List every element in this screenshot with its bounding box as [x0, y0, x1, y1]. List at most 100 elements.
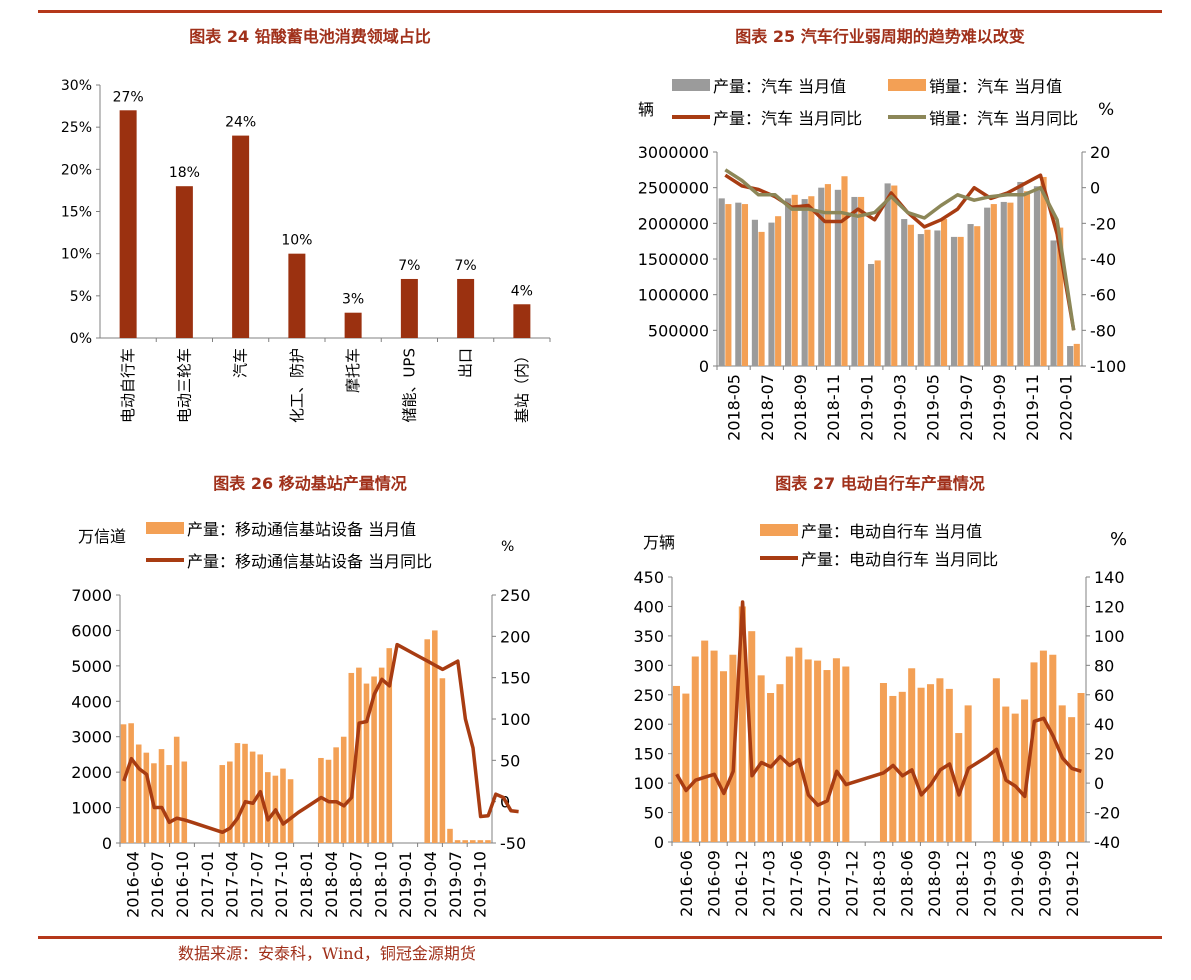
bar	[757, 675, 765, 842]
x-tick-label: 化工、防护	[288, 348, 306, 423]
y-tick-label: 10%	[61, 247, 92, 263]
bar	[340, 736, 347, 843]
x-tick-label: 2019-03	[980, 850, 999, 917]
x-tick-label: 2018-06	[898, 850, 917, 917]
x-tick-label: 2018-04	[322, 851, 341, 918]
top-rule	[38, 10, 1162, 13]
bar	[824, 184, 831, 366]
bar	[232, 135, 250, 338]
bar	[1000, 201, 1007, 366]
x-tick-label: 2019-07	[446, 851, 465, 918]
bar	[477, 840, 484, 843]
bar	[917, 687, 925, 842]
series-line	[675, 600, 1082, 807]
data-source-note: 数据来源：安泰科，Wind，铜冠金源期货	[178, 944, 476, 963]
bar	[823, 670, 831, 842]
bar	[227, 761, 233, 843]
y-tick-label: 30%	[61, 78, 92, 94]
bar	[808, 196, 815, 366]
bar	[917, 234, 924, 366]
left-tick-label: 400	[633, 597, 664, 616]
x-tick-label: 2018-07	[347, 851, 366, 918]
bar	[386, 648, 393, 843]
bar	[735, 202, 742, 366]
right-tick-label: 100	[1094, 627, 1125, 646]
bar	[974, 226, 981, 366]
left-tick-label: 0	[654, 833, 664, 852]
bar	[378, 667, 385, 843]
legend-swatch	[146, 522, 184, 534]
right-tick-label: -80	[1090, 321, 1116, 340]
bar	[1050, 240, 1057, 366]
data-label: 7%	[455, 258, 477, 274]
right-tick-label: -60	[1090, 286, 1116, 305]
bar	[1017, 181, 1024, 366]
bar	[834, 189, 841, 366]
bar	[1068, 717, 1076, 842]
bar	[1021, 699, 1029, 842]
x-tick-label: 2017-10	[272, 851, 291, 918]
bar	[219, 765, 226, 843]
bar	[1040, 176, 1047, 366]
left-tick-label: 0	[699, 357, 709, 376]
bar	[768, 222, 775, 366]
data-label: 3%	[342, 292, 364, 308]
left-tick-label: 4000	[71, 692, 112, 711]
bar	[1030, 662, 1038, 842]
bar	[908, 668, 916, 842]
bar	[1007, 202, 1014, 366]
right-tick-label: 120	[1094, 597, 1125, 616]
bar	[776, 684, 784, 842]
bar	[513, 304, 531, 338]
y-tick-label: 25%	[61, 120, 92, 136]
legend-swatch	[888, 79, 926, 91]
bar	[950, 236, 958, 366]
bar	[898, 691, 906, 842]
bar	[1023, 191, 1031, 366]
x-tick-label: 2019-06	[1008, 850, 1027, 917]
bar	[1077, 693, 1085, 842]
bar	[135, 744, 142, 843]
chart26-title: 图表 26 移动基站产量情况	[213, 474, 407, 493]
left-tick-label: 450	[633, 568, 664, 587]
chart25-title: 图表 25 汽车行业弱周期的趋势难以改变	[735, 27, 1025, 46]
bar	[725, 204, 732, 366]
left-tick-label: 1000000	[638, 286, 709, 305]
bar	[234, 743, 241, 843]
bar	[400, 278, 418, 338]
x-tick-label: 2017-09	[815, 850, 834, 917]
bar	[926, 684, 935, 842]
bar	[691, 656, 699, 842]
left-tick-label: 250	[633, 686, 664, 705]
x-tick-label: 2019-09	[990, 374, 1009, 441]
x-tick-label: 2019-04	[421, 851, 440, 918]
right-tick-label: -20	[1094, 804, 1120, 823]
bar	[1049, 654, 1057, 842]
left-tick-label: 5000	[71, 657, 112, 676]
data-label: 10%	[281, 233, 312, 249]
bar	[832, 658, 840, 842]
x-tick-label: 2018-09	[925, 850, 944, 917]
x-tick-label: 2016-07	[148, 851, 167, 918]
left-axis-unit: 辆	[638, 100, 654, 119]
x-tick-label: 2017-04	[223, 851, 242, 918]
x-tick-label: 电动三轮车	[175, 348, 193, 423]
bar	[785, 198, 792, 366]
bar	[333, 747, 339, 843]
x-tick-label: 汽车	[232, 348, 250, 378]
bar	[751, 219, 758, 366]
bar	[775, 216, 782, 366]
x-tick-label: 2017-03	[760, 850, 779, 917]
x-tick-label: 2019-03	[891, 374, 910, 441]
bar	[901, 219, 908, 366]
bar	[288, 253, 306, 338]
bar	[940, 219, 948, 366]
bar	[447, 828, 453, 843]
bar	[934, 230, 941, 366]
bar	[356, 667, 362, 843]
bar	[785, 656, 793, 842]
right-tick-label: -100	[1090, 357, 1126, 376]
right-tick-label: 60	[1094, 686, 1114, 705]
bar	[879, 683, 887, 842]
